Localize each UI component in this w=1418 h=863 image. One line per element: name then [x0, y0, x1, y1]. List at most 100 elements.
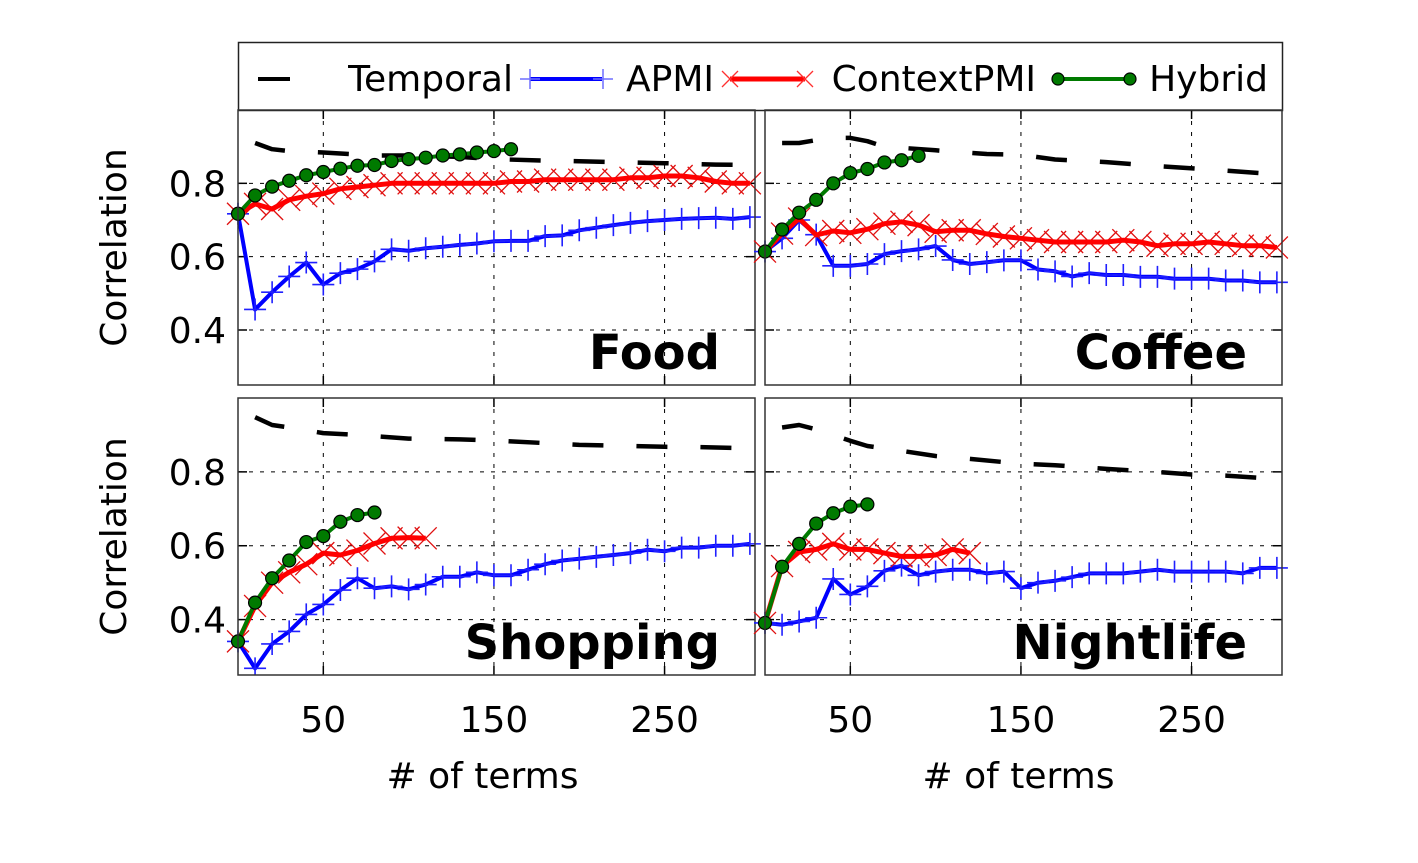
x-axis-label: # of terms [922, 756, 1114, 797]
data-point-apmi [687, 536, 710, 559]
data-point-apmi [465, 232, 488, 255]
data-point-hybrid [894, 153, 909, 168]
data-point-hybrid [452, 147, 467, 162]
data-point-hybrid [333, 514, 348, 529]
data-point-apmi [856, 253, 879, 275]
panel-title: Shopping [465, 615, 720, 671]
data-point-apmi [414, 573, 437, 596]
data-point-apmi [788, 610, 811, 633]
data-point-apmi [721, 534, 744, 557]
data-point-hybrid [333, 161, 348, 176]
series-apmi [227, 202, 761, 321]
data-point-apmi [585, 216, 608, 239]
series-line-temporal [781, 422, 1277, 481]
data-point-apmi [517, 558, 540, 581]
data-point-apmi [585, 545, 608, 568]
data-point-apmi [619, 542, 642, 565]
series-temporal [782, 135, 1278, 178]
series-line-hybrid [763, 153, 920, 253]
data-point-apmi [958, 558, 981, 581]
data-point-apmi [380, 238, 403, 261]
data-point-hybrid [265, 571, 280, 586]
data-point-apmi [636, 538, 659, 561]
data-point-apmi [1009, 249, 1032, 272]
data-point-apmi [992, 560, 1015, 583]
data-point-apmi [1146, 265, 1169, 288]
data-point-hybrid [486, 143, 502, 159]
panel-frame [764, 397, 1283, 676]
series-contextpmi [753, 532, 982, 635]
data-point-apmi [1265, 271, 1288, 294]
data-point-hybrid [503, 142, 519, 157]
x-tick-label: 150 [987, 700, 1056, 741]
data-point-apmi [907, 564, 930, 587]
data-point-apmi [244, 298, 267, 321]
data-point-apmi [653, 540, 676, 563]
data-point-apmi [1231, 269, 1254, 292]
data-point-apmi [738, 206, 761, 229]
x-tick-label: 150 [460, 700, 529, 741]
data-point-apmi [1214, 560, 1237, 583]
panel-nightlife: Nightlife 50 150 250 # of terms [753, 397, 1288, 797]
data-point-apmi [448, 565, 471, 588]
data-point-hybrid [860, 497, 875, 512]
data-point-apmi [1197, 267, 1220, 290]
data-point-apmi [924, 235, 947, 258]
legend-hybrid-swatch [1051, 72, 1137, 86]
data-point-hybrid [774, 559, 790, 574]
data-point-apmi [261, 281, 284, 304]
series-temporal [781, 422, 1277, 481]
panel-title: Food [589, 325, 720, 381]
data-point-apmi [551, 549, 574, 572]
data-point-hybrid [809, 192, 824, 207]
series-line-contextpmi [235, 535, 426, 643]
y-axis-label: Correlation [94, 437, 135, 636]
data-point-hybrid [299, 534, 314, 550]
data-point-hybrid [877, 155, 892, 170]
data-point-apmi [465, 561, 488, 584]
data-point-apmi [890, 240, 913, 263]
data-point-apmi [822, 567, 845, 590]
data-point-apmi [551, 224, 574, 247]
data-point-apmi [312, 593, 335, 616]
data-point-hybrid [316, 529, 331, 544]
data-point-apmi [261, 632, 284, 655]
series-hybrid [757, 148, 926, 259]
data-point-apmi [738, 532, 761, 555]
data-point-apmi [295, 251, 318, 274]
data-point-apmi [907, 238, 930, 261]
data-point-apmi [1027, 571, 1049, 594]
data-point-apmi [448, 233, 471, 256]
series-line-temporal [254, 140, 750, 168]
data-point-apmi [329, 579, 352, 602]
x-axis-label: # of terms [386, 756, 578, 797]
data-point-apmi [397, 239, 420, 262]
data-point-hybrid [774, 222, 790, 237]
panel-frame [764, 109, 1283, 386]
data-point-apmi [602, 214, 625, 237]
legend-contextpmi-label: ContextPMI [832, 59, 1036, 100]
data-point-hybrid [843, 499, 858, 514]
data-point-apmi [839, 254, 862, 277]
y-tick-label: 0.4 [169, 311, 226, 352]
panel-frame [237, 397, 756, 676]
data-point-hybrid [367, 157, 382, 173]
data-point-apmi [414, 237, 437, 260]
panel-title: Nightlife [1013, 615, 1247, 671]
data-point-apmi [534, 553, 557, 576]
data-point-apmi [704, 206, 727, 229]
legend: Temporal APMI ContextPMI Hybrid [237, 41, 1284, 112]
panels: Food 0.4 0.6 0.8 Correlation Coffee Shopping 0.… [94, 109, 1289, 797]
data-point-apmi [636, 210, 659, 233]
data-point-apmi [771, 613, 794, 636]
data-point-apmi [1078, 262, 1101, 285]
data-point-hybrid [911, 148, 926, 163]
series-line-contextpmi [236, 173, 750, 216]
legend-temporal-label: Temporal [347, 59, 513, 100]
series-line-temporal [782, 135, 1278, 178]
data-point-apmi [312, 273, 335, 296]
x-tick-label: 250 [1157, 700, 1226, 741]
data-point-hybrid [809, 516, 824, 531]
series-hybrid [230, 505, 382, 649]
